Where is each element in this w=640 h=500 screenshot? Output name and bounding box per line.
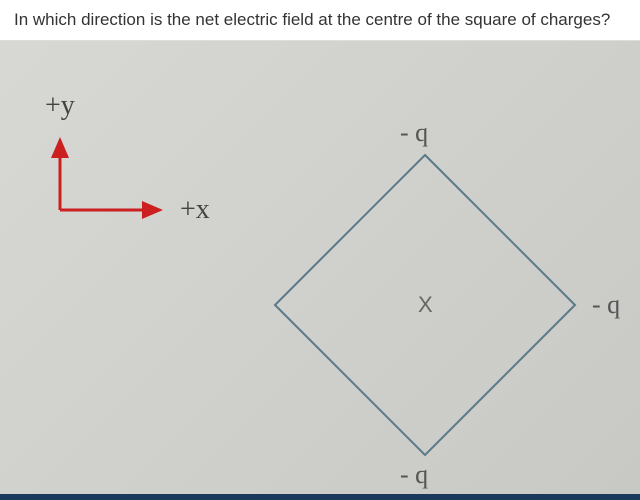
charge-bottom: - q xyxy=(400,460,428,490)
diagram-svg xyxy=(0,40,640,500)
bottom-bar xyxy=(0,494,640,500)
y-axis-label: +y xyxy=(45,90,75,122)
question-text: In which direction is the net electric f… xyxy=(0,0,640,41)
charge-right: - q xyxy=(592,290,620,320)
x-axis-label: +x xyxy=(180,194,210,226)
diagram-canvas: +y +x - q - q - q X xyxy=(0,40,640,500)
center-marker: X xyxy=(418,292,433,318)
charge-top: - q xyxy=(400,118,428,148)
